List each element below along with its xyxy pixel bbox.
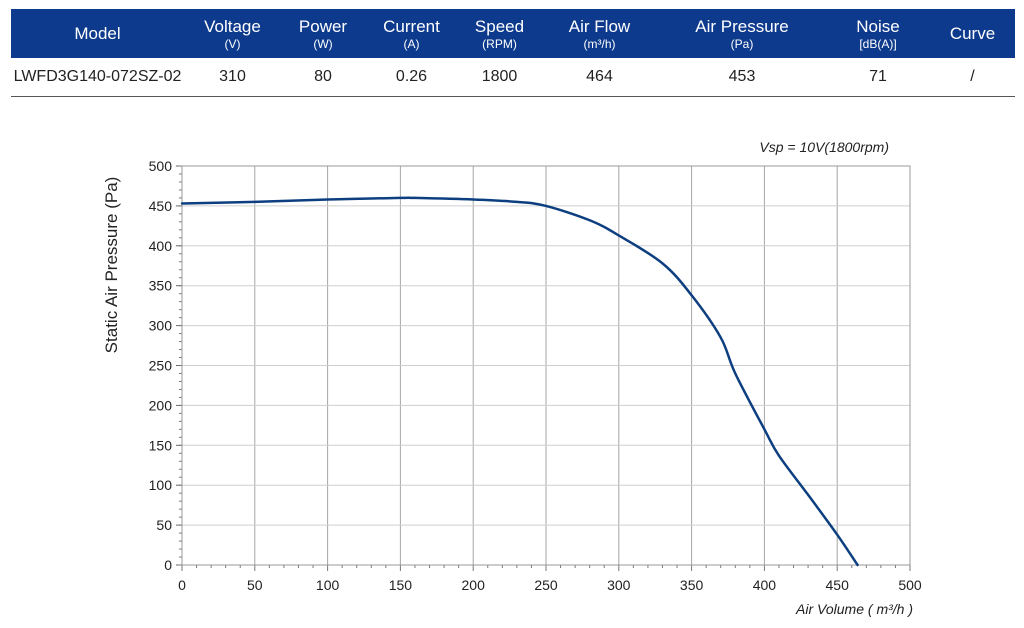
x-tick-label: 350 bbox=[680, 577, 704, 593]
header-unit: (Pa) bbox=[730, 36, 754, 51]
header-label: Current bbox=[383, 16, 440, 36]
y-axis-label: Static Air Pressure (Pa) bbox=[102, 177, 121, 354]
header-label: Speed bbox=[474, 16, 525, 36]
y-tick-label: 50 bbox=[156, 517, 172, 533]
header-speed: Speed (RPM) bbox=[458, 9, 541, 58]
x-tick-label: 300 bbox=[607, 577, 631, 593]
y-tick-label: 250 bbox=[149, 358, 173, 374]
header-unit: (m³/h) bbox=[583, 36, 616, 51]
cell-model: LWFD3G140-072SZ-02 bbox=[13, 68, 182, 85]
header-air-pressure: Air Pressure (Pa) bbox=[658, 9, 826, 58]
x-tick-label: 450 bbox=[826, 577, 850, 593]
header-unit: (W) bbox=[313, 36, 333, 51]
table-row: LWFD3G140-072SZ-02 310 80 0.26 1800 464 … bbox=[11, 58, 1015, 97]
cell-voltage: 310 bbox=[219, 68, 246, 85]
header-label: Voltage bbox=[204, 16, 261, 36]
header-model: Model bbox=[11, 9, 184, 58]
header-voltage: Voltage (V) bbox=[184, 9, 281, 58]
header-label: Noise bbox=[856, 16, 900, 36]
x-tick-label: 400 bbox=[753, 577, 777, 593]
header-current: Current (A) bbox=[365, 9, 458, 58]
y-tick-label: 150 bbox=[149, 437, 173, 453]
x-tick-label: 50 bbox=[247, 577, 263, 593]
header-label: Air Flow bbox=[568, 16, 631, 36]
cell-power: 80 bbox=[314, 68, 332, 85]
header-label: Air Pressure bbox=[695, 16, 789, 36]
y-tick-label: 200 bbox=[149, 397, 173, 413]
chart-minor-ticks bbox=[176, 165, 911, 571]
header-unit: [dB(A)] bbox=[859, 36, 897, 51]
cell-air-flow: 464 bbox=[586, 68, 613, 85]
header-power: Power (W) bbox=[281, 9, 365, 58]
x-tick-label: 0 bbox=[178, 577, 186, 593]
y-tick-label: 350 bbox=[149, 278, 173, 294]
y-tick-label: 450 bbox=[149, 198, 173, 214]
cell-speed: 1800 bbox=[481, 68, 518, 85]
cell-air-pressure: 453 bbox=[728, 68, 756, 85]
x-tick-label: 200 bbox=[462, 577, 486, 593]
header-unit: (A) bbox=[403, 36, 420, 51]
header-label: Power bbox=[298, 16, 348, 36]
x-tick-label: 500 bbox=[898, 577, 922, 593]
series-line bbox=[180, 196, 859, 567]
cell-noise: 71 bbox=[869, 68, 887, 85]
header-unit: (V) bbox=[224, 36, 241, 51]
spec-table: Model Voltage (V) Power (W) Current (A) Spe… bbox=[11, 9, 1015, 97]
header-noise: Noise [dB(A)] bbox=[826, 9, 930, 58]
header-label: Model bbox=[74, 23, 121, 43]
y-tick-labels: 0 50 100 150 200 250 300 350 400 450 500 bbox=[149, 158, 173, 573]
header-air-flow: Air Flow (m³/h) bbox=[541, 9, 658, 58]
y-tick-label: 100 bbox=[149, 477, 173, 493]
plot-frame bbox=[181, 165, 911, 566]
table-header-row: Model Voltage (V) Power (W) Current (A) Spe… bbox=[11, 9, 1015, 58]
y-tick-label: 400 bbox=[149, 238, 173, 254]
x-tick-label: 250 bbox=[534, 577, 558, 593]
x-tick-labels: 0 50 100 150 200 250 300 350 400 450 500 bbox=[178, 577, 922, 593]
header-curve: Curve bbox=[930, 9, 1015, 58]
x-tick-label: 100 bbox=[316, 577, 340, 593]
cell-current: 0.26 bbox=[395, 68, 428, 85]
y-tick-label: 300 bbox=[149, 318, 173, 334]
x-axis-label: Air Volume ( m³/h ) bbox=[795, 601, 913, 617]
y-tick-label: 0 bbox=[164, 557, 172, 573]
chart-grid bbox=[182, 166, 910, 565]
speed-annotation: Vsp = 10V(1800rpm) bbox=[759, 139, 889, 155]
cell-curve: / bbox=[970, 68, 975, 85]
y-tick-label: 500 bbox=[149, 158, 173, 174]
header-unit: (RPM) bbox=[482, 36, 517, 51]
x-tick-label: 150 bbox=[389, 577, 413, 593]
header-label: Curve bbox=[949, 23, 996, 43]
